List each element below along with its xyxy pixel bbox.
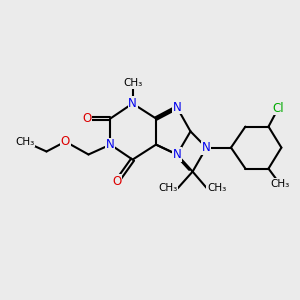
Text: O: O — [82, 112, 91, 125]
Text: Cl: Cl — [273, 101, 284, 115]
Text: CH₃: CH₃ — [270, 178, 289, 189]
Text: N: N — [202, 141, 211, 154]
Text: CH₃: CH₃ — [207, 183, 226, 194]
Text: N: N — [172, 148, 182, 161]
Text: N: N — [128, 97, 137, 110]
Text: CH₃: CH₃ — [15, 136, 34, 147]
Text: O: O — [61, 135, 70, 148]
Text: CH₃: CH₃ — [158, 183, 178, 194]
Text: CH₃: CH₃ — [123, 78, 142, 88]
Text: N: N — [106, 138, 115, 151]
Text: O: O — [112, 175, 122, 188]
Text: N: N — [172, 101, 182, 114]
